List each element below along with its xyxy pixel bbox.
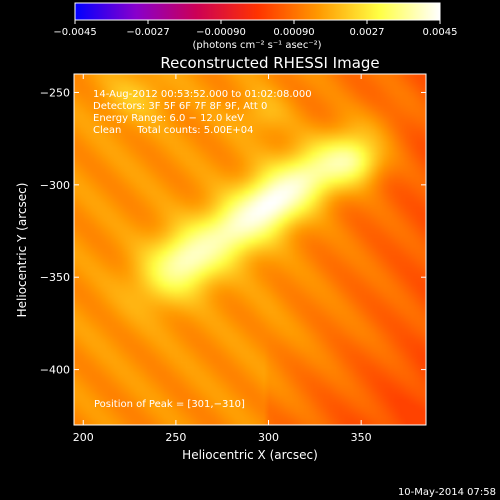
colorbar: −0.0045 −0.0027 −0.00090 0.00090 0.0027 0.004… [53,2,458,51]
x-tick-label: 200 [73,431,94,444]
info-line-energy-range: Energy Range: 6.0 − 12.0 keV [93,113,244,124]
plot-frame [73,73,427,426]
colorbar-tick-label: 0.0045 [423,27,458,38]
info-line-time-range: 14‐Aug‐2012 00:53:52.000 to 01:02:08.000 [93,89,312,100]
chart-title: Reconstructed RHESSI Image [160,54,379,72]
y-tick-label: −250 [40,86,70,99]
colorbar-tick-label: 0.00090 [273,27,314,38]
x-tick-label: 350 [351,431,372,444]
y-axis-label: Heliocentric Y (arcsec) [15,183,29,318]
y-tick-label: −400 [40,364,70,377]
colorbar-tick-label: −0.00090 [196,27,246,38]
info-line-clean-counts: Clean Total counts: 5.00E+04 [93,125,253,136]
colorbar-units: (photons cm⁻² s⁻¹ asec⁻²) [192,40,321,51]
colorbar-tick-label: −0.0027 [126,27,169,38]
x-tick-label: 250 [165,431,186,444]
peak-position-label: Position of Peak = [301,−310] [94,399,245,410]
heatmap-image [74,74,426,425]
info-block: 14‐Aug‐2012 00:53:52.000 to 01:02:08.000… [93,89,312,136]
footer-timestamp: 10‐May‐2014 07:58 [398,487,496,498]
info-line-detectors: Detectors: 3F 5F 6F 7F 8F 9F, Att 0 [93,101,267,112]
colorbar-tick-label: −0.0045 [53,27,96,38]
y-tick-label: −300 [40,179,70,192]
plot-area: 200 250 300 350 −250 −300 −350 −400 14‐Aug‐201… [40,73,427,444]
colorbar-tick-label: 0.0027 [350,27,385,38]
colorbar-gradient [74,2,441,21]
y-tick-label: −350 [40,271,70,284]
x-tick-label: 300 [258,431,279,444]
x-axis-label: Heliocentric X (arcsec) [182,448,318,462]
